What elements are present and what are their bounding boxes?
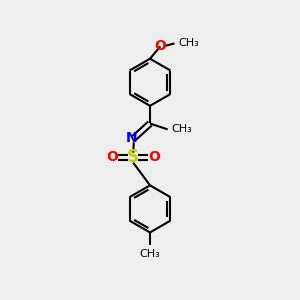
Text: CH₃: CH₃ xyxy=(178,38,199,48)
Text: O: O xyxy=(148,150,160,164)
Text: O: O xyxy=(107,150,118,164)
Text: CH₃: CH₃ xyxy=(140,249,160,259)
Text: S: S xyxy=(127,148,139,166)
Text: CH₃: CH₃ xyxy=(171,124,192,134)
Text: O: O xyxy=(154,39,166,53)
Text: N: N xyxy=(126,130,138,145)
